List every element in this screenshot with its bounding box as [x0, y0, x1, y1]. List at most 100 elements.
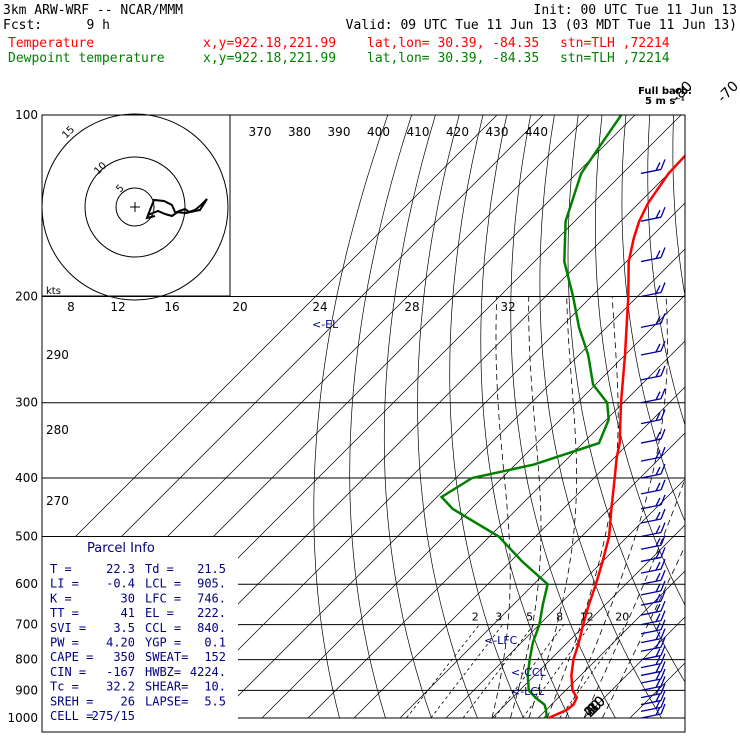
- parcel-info-key: LCL =: [145, 577, 181, 591]
- wind-barb-flag: [660, 547, 666, 558]
- parcel-info-value: 152: [204, 650, 226, 664]
- mixing-ratio-label: 2: [472, 611, 479, 624]
- wind-barb: [640, 479, 666, 495]
- theta-label: 420: [446, 125, 469, 139]
- wind-barb-flag: [655, 679, 661, 688]
- wind-barb-flag: [660, 535, 666, 546]
- wind-barb-flag: [660, 446, 666, 458]
- wind-barb: [640, 690, 666, 706]
- wind-barb-flag: [655, 561, 661, 571]
- wind-barb-staff: [640, 638, 662, 644]
- wind-barb-staff: [640, 489, 662, 495]
- dry-adiabat: [621, 115, 685, 523]
- wind-barb: [640, 313, 666, 329]
- wind-barb-flag: [660, 365, 666, 377]
- wind-barb: [640, 247, 666, 263]
- wind-barb-staff: [640, 713, 662, 719]
- parcel-info-value: 32.2: [106, 680, 135, 694]
- wind-barb: [640, 446, 666, 462]
- dry-adiabat: [480, 115, 570, 719]
- wind-barb-flag: [655, 622, 661, 632]
- wind-barb: [640, 282, 666, 298]
- temperature-legend: Temperature: [8, 36, 94, 51]
- mixing-ratio-label: 3: [495, 611, 502, 624]
- wind-barb-staff: [640, 662, 662, 669]
- wind-barb-staff: [640, 685, 662, 692]
- pressure-tick-label: 400: [15, 471, 38, 485]
- moist-adiabat: [546, 296, 619, 719]
- pressure-tick-label: 800: [15, 653, 38, 667]
- wind-barb-flag: [655, 537, 661, 547]
- wind-barb-flag: [660, 690, 666, 701]
- isotherm-line: [261, 294, 685, 719]
- wind-barb-flag: [655, 431, 661, 441]
- wind-barb-flag: [660, 508, 666, 520]
- parcel-info-key: TT =: [50, 606, 79, 620]
- wind-barb-flag: [655, 700, 661, 709]
- wind-barb: [640, 610, 666, 626]
- wind-barb-flag: [660, 676, 666, 687]
- parcel-info-value: 905.: [197, 577, 226, 591]
- wind-barb-flag: [655, 613, 661, 622]
- hodograph-kts-label: kts: [46, 286, 61, 297]
- wind-barb-flag: [655, 412, 661, 421]
- parcel-info-key: LI =: [50, 577, 79, 591]
- pressure-tick-label: 100: [15, 108, 38, 122]
- wind-barb: [640, 508, 666, 524]
- parcel-info-key: Td =: [145, 562, 174, 576]
- hodograph-ring-middle: [84, 156, 186, 258]
- wind-barb-staff: [640, 670, 662, 677]
- wind-barb-flag: [660, 494, 666, 506]
- wind-barb-staff: [640, 590, 662, 596]
- temperature-location-stn: stn=TLH ,72214: [560, 36, 670, 51]
- dewpoint-location-xy: x,y=922.18,221.99: [203, 51, 336, 66]
- wind-barb: [640, 428, 666, 444]
- wind-barb-staff: [640, 678, 662, 684]
- wind-barb-staff: [640, 375, 662, 381]
- wind-barb: [640, 637, 666, 652]
- wind-barb-flag: [660, 645, 666, 656]
- wind-barb-flag: [660, 159, 666, 170]
- wind-barb-flag: [655, 285, 661, 294]
- theta-label: 380: [288, 125, 311, 139]
- barb-legend-title: Full barb:: [638, 86, 692, 97]
- dewpoint-location-latlon: lat,lon= 30.39, -84.35: [367, 51, 539, 66]
- parcel-info-value: 4224.: [190, 665, 226, 679]
- wind-barb-staff: [640, 556, 662, 563]
- wind-barb-staff: [640, 291, 662, 298]
- wind-barb-flag: [655, 466, 661, 476]
- wind-barb-flag: [660, 282, 666, 293]
- parcel-info-value: 275/15: [92, 709, 135, 723]
- wind-barb: [640, 463, 666, 479]
- wind-barb-flag: [660, 697, 666, 708]
- parcel-info-key: CIN =: [50, 665, 86, 679]
- hodograph-panel: [41, 114, 231, 297]
- wind-barb-flag: [655, 368, 661, 378]
- parcel-info-value: 0.1: [204, 636, 226, 650]
- wind-barb-staff: [640, 256, 662, 263]
- parcel-info-key: CAPE =: [50, 650, 93, 664]
- dry-adiabat: [697, 115, 740, 718]
- el-marker: <-EL: [312, 318, 339, 331]
- mixing-ratio-label: 20: [615, 611, 629, 624]
- wind-barb: [640, 340, 666, 356]
- isotherm-label: -70: [715, 78, 740, 105]
- parcel-info-rows: T = 22.3 Td = 21.5 LI = -0.4 LCL = 905. K = 30 LFC…: [50, 562, 226, 723]
- wind-barb-flag: [660, 600, 666, 612]
- wind-barb-flag: [655, 639, 661, 649]
- wind-barb-staff: [640, 473, 662, 479]
- wind-barb-flag: [660, 206, 666, 218]
- fcst-value: 9 h: [87, 18, 110, 33]
- wind-barb: [640, 159, 666, 175]
- barb-legend-unit: 5 m s⁻¹: [645, 96, 685, 107]
- pressure-tick-label: 500: [15, 529, 38, 543]
- fcst-label: Fcst:: [3, 18, 42, 33]
- wind-barb-flag: [655, 686, 661, 695]
- theta-label: 410: [407, 125, 430, 139]
- wind-barb: [640, 580, 666, 596]
- wind-barb-staff: [640, 654, 662, 661]
- hodograph-speed-label: 12: [110, 300, 125, 314]
- parcel-info-value: 4.20: [106, 636, 135, 650]
- theta-label: 440: [525, 125, 548, 139]
- pressure-tick-label: 600: [15, 577, 38, 591]
